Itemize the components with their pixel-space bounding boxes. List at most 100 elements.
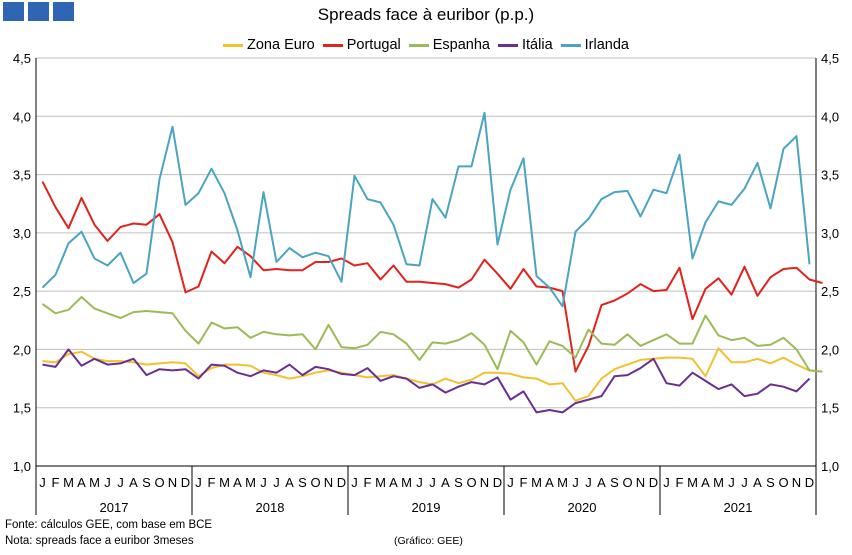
legend-label: Zona Euro [247, 37, 315, 53]
month-label: J [273, 475, 280, 490]
y-tick-label-right: 2,0 [821, 342, 839, 357]
month-label: A [597, 475, 606, 490]
header-square [53, 2, 74, 21]
series-line-espanha [41, 296, 823, 373]
month-label: J [585, 475, 592, 490]
month-label: D [493, 475, 502, 490]
legend-label: Irlanda [584, 37, 629, 53]
year-label: 2018 [256, 500, 285, 515]
y-tick-label-right: 3,5 [821, 168, 839, 183]
y-tick-label-right: 4,5 [821, 51, 839, 66]
year-label: 2017 [100, 500, 129, 515]
month-label: J [728, 475, 735, 490]
footer-note: Nota: spreads face a euribor 3meses [5, 535, 194, 547]
legend-label: Espanha [432, 37, 490, 53]
y-tick-label-right: 2,5 [821, 284, 839, 299]
legend-item: Irlanda [560, 37, 629, 53]
month-label: J [507, 475, 514, 490]
month-label: F [520, 475, 528, 490]
legend-item: Espanha [408, 37, 490, 53]
legend-swatch [498, 43, 518, 47]
month-label: J [663, 475, 670, 490]
month-label: O [622, 475, 632, 490]
month-label: M [219, 475, 230, 490]
y-tick-label-left: 1,5 [13, 401, 31, 416]
month-label: J [39, 475, 46, 490]
month-label: N [480, 475, 489, 490]
month-label: A [233, 475, 242, 490]
year-label: 2020 [568, 500, 597, 515]
y-tick-label-left: 4,0 [13, 109, 31, 124]
month-label: A [753, 475, 762, 490]
y-tick-label-left: 3,5 [13, 168, 31, 183]
month-label: J [429, 475, 436, 490]
year-label: 2019 [412, 500, 441, 515]
chart-legend: Zona Euro Portugal Espanha Itália Irlanda [0, 37, 852, 53]
footer-credit: (Gráfico: GEE) [394, 535, 463, 547]
y-tick-label-right: 1,0 [821, 459, 839, 474]
month-label: M [687, 475, 698, 490]
series-line-it-lia [42, 348, 811, 414]
month-label: J [195, 475, 202, 490]
month-label: F [364, 475, 372, 490]
month-label: M [401, 475, 412, 490]
month-label: A [441, 475, 450, 490]
series-line-portugal [41, 181, 823, 373]
month-label: N [636, 475, 645, 490]
series-line-irlanda [41, 111, 811, 308]
month-label: O [466, 475, 476, 490]
month-label: J [351, 475, 358, 490]
month-label: M [713, 475, 724, 490]
y-tick-label-left: 2,0 [13, 342, 31, 357]
month-label: M [531, 475, 542, 490]
legend-swatch [223, 43, 244, 47]
month-label: N [324, 475, 333, 490]
legend-swatch [408, 43, 429, 47]
y-tick-label-right: 3,0 [821, 226, 839, 241]
y-tick-label-left: 3,0 [13, 226, 31, 241]
month-label: D [337, 475, 346, 490]
month-label: M [375, 475, 386, 490]
y-tick-label-right: 1,5 [821, 401, 839, 416]
month-label: J [572, 475, 579, 490]
month-label: M [557, 475, 568, 490]
header-square [28, 2, 49, 21]
month-label: D [181, 475, 190, 490]
legend-item: Zona Euro [223, 37, 315, 53]
month-label: O [154, 475, 164, 490]
month-label: A [389, 475, 398, 490]
legend-swatch [560, 43, 581, 47]
footer-source: Fonte: cálculos GEE, com base em BCE [5, 519, 213, 531]
month-label: J [104, 475, 111, 490]
month-label: D [649, 475, 658, 490]
y-tick-label-left: 1,0 [13, 459, 31, 474]
legend-label: Itália [522, 37, 553, 53]
chart-title: Spreads face à euribor (p.p.) [317, 5, 535, 24]
month-label: F [676, 475, 684, 490]
series-line-zona-euro [42, 347, 823, 402]
month-label: S [454, 475, 463, 490]
legend-item: Portugal [322, 37, 401, 53]
month-label: N [792, 475, 801, 490]
month-label: M [245, 475, 256, 490]
legend-item: Itália [498, 37, 553, 53]
header-square [3, 2, 24, 21]
month-label: J [416, 475, 423, 490]
month-label: F [52, 475, 60, 490]
month-label: S [610, 475, 619, 490]
month-label: D [805, 475, 814, 490]
month-label: S [142, 475, 151, 490]
legend-swatch [322, 43, 343, 47]
y-tick-label-left: 4,5 [13, 51, 31, 66]
month-label: J [741, 475, 748, 490]
month-label: O [310, 475, 320, 490]
month-label: J [260, 475, 267, 490]
year-label: 2021 [724, 500, 753, 515]
month-label: A [545, 475, 554, 490]
y-tick-label-left: 2,5 [13, 284, 31, 299]
month-label: A [77, 475, 86, 490]
y-tick-label-right: 4,0 [821, 109, 839, 124]
month-label: J [117, 475, 124, 490]
month-label: M [63, 475, 74, 490]
month-label: A [285, 475, 294, 490]
